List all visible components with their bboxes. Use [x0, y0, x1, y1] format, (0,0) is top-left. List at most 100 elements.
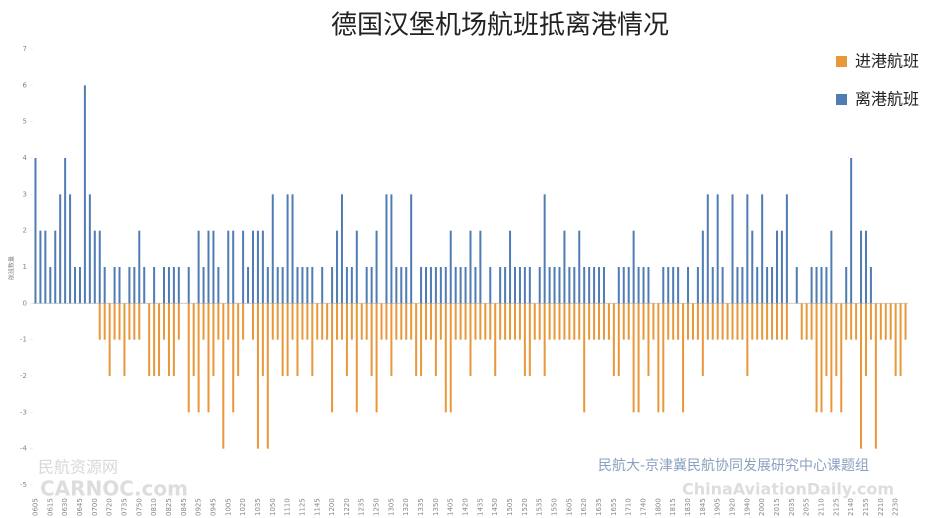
bar: [163, 303, 166, 340]
bar: [543, 194, 546, 304]
x-tick-label: 0700: [91, 498, 99, 516]
bar: [726, 303, 729, 340]
bar: [331, 267, 334, 304]
bar: [64, 158, 67, 304]
x-tick-label: 1350: [432, 498, 440, 516]
bar: [177, 267, 180, 304]
bar: [602, 267, 605, 304]
x-tick-label: 1250: [373, 498, 381, 516]
bar: [444, 267, 447, 304]
bar: [326, 303, 329, 340]
bar: [415, 303, 418, 376]
bar: [504, 267, 507, 304]
y-tick-label: -1: [20, 336, 27, 344]
bar: [751, 230, 754, 304]
bar: [49, 267, 52, 304]
bar: [598, 303, 601, 340]
bar: [642, 267, 645, 304]
bar: [820, 303, 823, 413]
bar: [454, 267, 457, 304]
bar: [425, 267, 428, 304]
y-tick-label: 6: [23, 81, 28, 89]
bar: [301, 267, 304, 304]
bar: [336, 230, 339, 304]
x-tick-label: 1435: [476, 498, 484, 516]
bar: [439, 267, 442, 304]
x-tick-label: 1920: [729, 498, 737, 516]
bar: [780, 230, 783, 304]
bar: [256, 303, 259, 449]
bar: [469, 230, 472, 304]
bar: [321, 267, 324, 304]
bar: [528, 303, 531, 376]
x-tick-label: 0630: [61, 498, 69, 516]
bar: [34, 158, 37, 304]
bar: [869, 267, 872, 304]
bar: [518, 303, 521, 340]
bar: [69, 194, 72, 304]
bar: [721, 303, 724, 340]
bar: [499, 267, 502, 304]
bar: [88, 194, 91, 304]
x-tick-label: 1815: [669, 498, 677, 516]
x-tick-label: 2000: [758, 498, 766, 516]
bar: [662, 267, 665, 304]
bar: [375, 230, 378, 304]
bar: [321, 303, 324, 340]
bar: [800, 303, 803, 340]
bar: [251, 230, 254, 304]
x-tick-label: 1050: [269, 498, 277, 516]
bar: [360, 303, 363, 340]
bar: [622, 267, 625, 304]
bar: [632, 230, 635, 304]
x-tick-label: 1450: [491, 498, 499, 516]
bar: [691, 303, 694, 340]
x-tick-label: 1550: [551, 498, 559, 516]
bar: [276, 267, 279, 304]
bar: [331, 303, 334, 413]
bar: [706, 303, 709, 340]
bar: [775, 230, 778, 304]
bar: [261, 303, 264, 376]
bar: [553, 267, 556, 304]
bar: [350, 267, 353, 304]
bar: [869, 303, 872, 340]
bar: [138, 303, 141, 340]
bar: [533, 303, 536, 340]
bar: [370, 267, 373, 304]
bar: [484, 303, 487, 340]
bar: [652, 303, 655, 340]
x-tick-label: 0645: [76, 498, 84, 516]
bar: [365, 303, 368, 340]
bar: [167, 267, 170, 304]
bar: [350, 303, 353, 340]
bar: [850, 158, 853, 304]
bar: [291, 303, 294, 340]
bar: [148, 303, 151, 376]
bar: [400, 267, 403, 304]
bar: [118, 267, 121, 304]
x-tick-label: 0735: [120, 498, 128, 516]
bar: [771, 303, 774, 340]
bar: [306, 267, 309, 304]
bar: [143, 267, 146, 304]
y-tick-label: -2: [20, 372, 27, 380]
bar: [701, 230, 704, 304]
bar: [167, 303, 170, 376]
x-tick-label: 0750: [135, 498, 143, 516]
bar: [118, 303, 121, 340]
bar: [617, 303, 620, 376]
bar: [202, 267, 205, 304]
x-tick-label: 0925: [195, 498, 203, 516]
bar: [598, 267, 601, 304]
bar: [261, 230, 264, 304]
bar: [593, 267, 596, 304]
bar: [642, 303, 645, 340]
bar: [775, 303, 778, 340]
bar: [217, 267, 220, 304]
bar: [780, 303, 783, 340]
bar: [187, 303, 190, 413]
bar: [172, 303, 175, 376]
x-tick-label: 1235: [358, 498, 366, 516]
